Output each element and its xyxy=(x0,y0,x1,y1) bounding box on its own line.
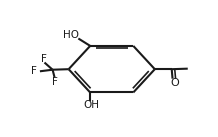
Text: F: F xyxy=(52,77,58,87)
Text: F: F xyxy=(41,54,47,64)
Text: F: F xyxy=(31,66,37,76)
Text: HO: HO xyxy=(63,30,79,40)
Text: O: O xyxy=(170,78,179,88)
Text: OH: OH xyxy=(83,100,99,110)
